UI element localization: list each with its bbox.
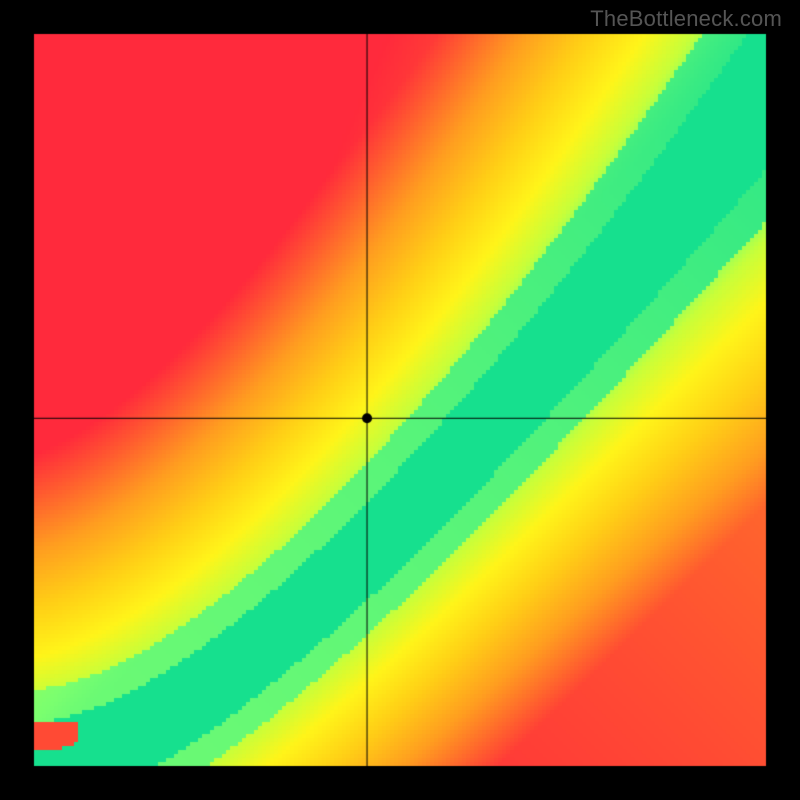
heatmap-canvas	[0, 0, 800, 800]
bottleneck-chart: TheBottleneck.com	[0, 0, 800, 800]
watermark-text: TheBottleneck.com	[590, 6, 782, 32]
